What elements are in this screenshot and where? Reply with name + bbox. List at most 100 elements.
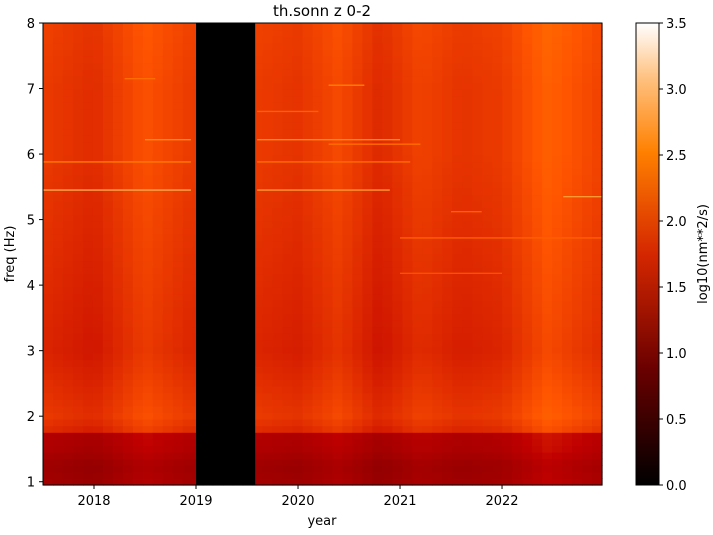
heatmap-cell: [512, 359, 523, 367]
heatmap-cell: [272, 425, 284, 433]
heatmap-cell: [472, 29, 483, 37]
heatmap-cell: [52, 227, 64, 235]
heatmap-cell: [72, 49, 84, 57]
heatmap-cell: [572, 155, 583, 163]
heatmap-cell: [132, 227, 144, 235]
heatmap-cell: [362, 122, 374, 130]
heatmap-cell: [412, 23, 423, 31]
heatmap-cell: [302, 128, 314, 136]
heatmap-cell: [342, 23, 354, 31]
heatmap-cell: [442, 412, 453, 420]
heatmap-cell: [62, 36, 74, 44]
heatmap-cell: [352, 346, 364, 354]
heatmap-cell: [462, 161, 473, 169]
heatmap-cell: [52, 478, 64, 486]
heatmap-cell: [162, 115, 174, 123]
heatmap-cell: [582, 135, 593, 143]
heatmap-cell: [562, 49, 573, 57]
heatmap-cell: [392, 313, 403, 321]
heatmap-cell: [352, 293, 364, 301]
heatmap-cell: [122, 234, 134, 242]
heatmap-cell: [152, 392, 164, 400]
heatmap-cell: [522, 69, 533, 77]
heatmap-cell: [372, 135, 383, 143]
heatmap-cell: [482, 247, 493, 255]
heatmap-cell: [302, 306, 314, 314]
heatmap-cell: [162, 168, 174, 176]
heatmap-cell: [572, 273, 583, 281]
heatmap-cell: [372, 62, 383, 70]
heatmap-cell: [62, 174, 74, 182]
heatmap-cell: [442, 56, 453, 64]
heatmap-cell: [412, 293, 423, 301]
heatmap-cell: [492, 89, 503, 97]
heatmap-cell: [52, 458, 64, 466]
heatmap-cell: [162, 478, 174, 486]
x-tick-label: 2022: [485, 494, 518, 509]
heatmap-cell: [362, 320, 374, 328]
heatmap-cell: [362, 234, 374, 242]
heatmap-cell: [422, 36, 433, 44]
heatmap-cell: [342, 254, 354, 262]
heatmap-cell: [372, 56, 383, 64]
heatmap-cell: [282, 155, 294, 163]
heatmap-cell: [52, 75, 64, 83]
heatmap-cell: [172, 141, 184, 149]
heatmap-cell: [322, 372, 334, 380]
heatmap-cell: [422, 333, 433, 341]
heatmap-cell: [482, 168, 493, 176]
heatmap-cell: [462, 405, 473, 413]
heatmap-cell: [182, 399, 194, 407]
heatmap-cell: [562, 260, 573, 268]
heatmap-cell: [552, 359, 563, 367]
heatmap-cell: [62, 161, 74, 169]
heatmap-cell: [292, 471, 304, 479]
y-tick-label: 6: [27, 148, 35, 163]
heatmap-cell: [132, 69, 144, 77]
heatmap-cell: [172, 247, 184, 255]
heatmap-cell: [512, 471, 523, 479]
heatmap-cell: [562, 372, 573, 380]
heatmap-cell: [182, 188, 194, 196]
heatmap-cell: [82, 386, 94, 394]
heatmap-cell: [502, 339, 513, 347]
heatmap-cell: [172, 49, 184, 57]
heatmap-cell: [442, 267, 453, 275]
heatmap-cell: [252, 207, 264, 215]
heatmap-cell: [562, 155, 573, 163]
heatmap-cell: [332, 353, 344, 361]
heatmap-cell: [43, 82, 54, 90]
heatmap-cell: [162, 194, 174, 202]
heatmap-cell: [432, 36, 443, 44]
heatmap-cell: [272, 320, 284, 328]
heatmap-cell: [552, 445, 563, 453]
heatmap-cell: [182, 280, 194, 288]
heatmap-cell: [392, 419, 403, 427]
heatmap-cell: [482, 326, 493, 334]
heatmap-cell: [412, 478, 423, 486]
heatmap-cell: [422, 188, 433, 196]
heatmap-cell: [322, 168, 334, 176]
heatmap-cell: [152, 36, 164, 44]
heatmap-cell: [82, 135, 94, 143]
heatmap-cell: [392, 267, 403, 275]
heatmap-cell: [552, 333, 563, 341]
heatmap-cell: [482, 69, 493, 77]
heatmap-cell: [172, 260, 184, 268]
heatmap-cell: [92, 168, 104, 176]
heatmap-cell: [122, 267, 134, 275]
heatmap-cell: [72, 174, 84, 182]
heatmap-cell: [392, 221, 403, 229]
heatmap-cell: [272, 227, 284, 235]
heatmap-cell: [462, 478, 473, 486]
heatmap-cell: [542, 207, 553, 215]
heatmap-cell: [482, 465, 493, 473]
heatmap-cell: [392, 326, 403, 334]
heatmap-cell: [152, 471, 164, 479]
heatmap-cell: [322, 452, 334, 460]
heatmap-cell: [342, 214, 354, 222]
heatmap-cell: [132, 465, 144, 473]
heatmap-cell: [472, 471, 483, 479]
heatmap-cell: [542, 42, 553, 50]
